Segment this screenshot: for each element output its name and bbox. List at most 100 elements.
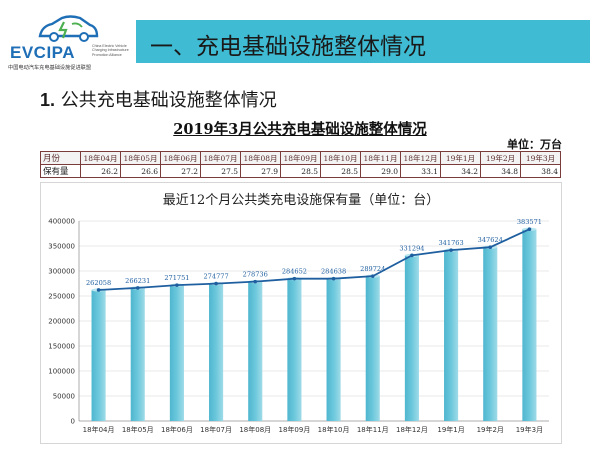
row-label-month: 月份: [40, 151, 81, 165]
x-tick-label: 18年07月: [200, 425, 232, 434]
data-label: 274777: [203, 273, 228, 281]
bar: [444, 250, 459, 421]
month-row: 月份 18年04月 18年05月 18年06月 18年07月 18年08月 18…: [40, 151, 561, 165]
y-tick-label: 300000: [48, 268, 75, 276]
value-cell: 27.2: [160, 164, 201, 178]
bar: [287, 278, 302, 421]
value-cell: 29.0: [360, 164, 401, 178]
summary-table: 月份 18年04月 18年05月 18年06月 18年07月 18年08月 18…: [40, 151, 561, 178]
bar: [130, 287, 145, 421]
trend-point: [292, 276, 297, 281]
table-title: 2019年3月公共充电基础设施整体情况: [173, 121, 427, 138]
x-tick-label: 18年09月: [279, 425, 311, 434]
y-tick-label: 100000: [48, 368, 75, 376]
section-number: 1.: [40, 90, 56, 110]
trend-point: [488, 245, 493, 249]
x-tick-label: 18年08月: [239, 425, 271, 434]
trend-point: [449, 248, 453, 252]
x-tick-label: 19年3月: [516, 425, 543, 434]
data-label: 266231: [125, 277, 150, 285]
bar: [365, 276, 380, 421]
trend-point: [370, 274, 375, 278]
x-tick-label: 18年04月: [83, 425, 115, 434]
trend-point: [410, 253, 414, 258]
section-heading: 1. 公共充电基础设施整体情况: [40, 86, 277, 112]
chart-title: 最近12个月公共类充电设施保有量（单位：台）: [162, 193, 440, 208]
chart-panel: 最近12个月公共类充电设施保有量（单位：台） 0 50000 100000 15000…: [40, 182, 562, 444]
x-tick-label: 18年12月: [396, 425, 428, 434]
trend-point: [214, 281, 218, 286]
bar: [248, 281, 263, 421]
month-cell: 18年05月: [120, 151, 161, 165]
value-cell: 34.2: [440, 164, 481, 178]
bar: [404, 255, 419, 421]
value-cell: 38.4: [520, 164, 561, 178]
month-cell: 18年09月: [280, 151, 321, 165]
month-cell: 19年1月: [440, 151, 481, 165]
month-cell: 18年08月: [240, 151, 281, 165]
bar: [91, 289, 106, 421]
value-cell: 26.6: [120, 164, 161, 178]
month-cell: 18年11月: [360, 151, 401, 165]
trend-point: [527, 227, 532, 232]
logo-english-name: China Electric Vehicle Charging Infrastr…: [92, 44, 129, 57]
page-title: 一、充电基础设施整体情况: [150, 34, 426, 60]
y-tick-label: 150000: [48, 343, 75, 351]
bar-line-chart: 0 50000 100000 150000 200000 250000 300000 3500…: [48, 218, 549, 434]
value-cell: 26.2: [80, 164, 121, 178]
month-cell: 18年06月: [160, 151, 201, 165]
data-label: 262058: [86, 279, 111, 287]
data-label: 271751: [164, 274, 189, 282]
value-cell: 28.5: [320, 164, 361, 178]
data-label: 284652: [282, 268, 307, 276]
trend-line: [98, 228, 530, 291]
month-cell: 18年04月: [80, 151, 121, 165]
y-tick-label: 400000: [48, 218, 75, 226]
data-label: 341763: [438, 239, 463, 247]
month-cell: 18年07月: [200, 151, 241, 165]
y-tick-label: 350000: [48, 243, 75, 251]
y-tick-label: 250000: [48, 293, 75, 301]
month-cell: 19年3月: [520, 151, 561, 165]
bar: [326, 278, 341, 421]
trend-point: [175, 283, 179, 287]
data-label: 284638: [321, 268, 346, 276]
x-tick-label: 18年10月: [318, 425, 350, 434]
value-cell: 27.5: [200, 164, 241, 178]
value-row: 保有量 26.2 26.6 27.2 27.5 27.9 28.5 28.5 2…: [40, 164, 561, 178]
bar: [209, 283, 224, 421]
trend-point: [135, 286, 140, 290]
value-cell: 34.8: [480, 164, 521, 178]
data-label: 278736: [243, 271, 268, 279]
data-label: 289724: [360, 265, 385, 273]
x-tick-label: 18年05月: [122, 425, 154, 434]
trend-point: [331, 276, 336, 281]
value-cell: 27.9: [240, 164, 281, 178]
section-text: 公共充电基础设施整体情况: [60, 90, 277, 111]
logo-brand: EVCIPA: [10, 43, 76, 62]
month-cell: 18年12月: [400, 151, 441, 165]
trend-point: [253, 279, 258, 284]
x-tick-label: 18年11月: [357, 425, 389, 434]
bar: [169, 285, 184, 421]
y-tick-label: 50000: [53, 393, 75, 401]
data-label: 347624: [478, 236, 503, 244]
data-label: 331294: [399, 244, 424, 252]
value-cell: 28.5: [280, 164, 321, 178]
logo-chinese-name: 中国电动汽车充电基础设施促进联盟: [8, 65, 92, 71]
x-tick-label: 19年2月: [477, 425, 504, 434]
value-cell: 33.1: [400, 164, 441, 178]
evcipa-logo: EVCIPA China Electric Vehicle Charging I…: [6, 10, 129, 74]
x-tick-label: 18年06月: [161, 425, 193, 434]
unit-label: 单位：万台: [507, 138, 562, 151]
month-cell: 18年10月: [320, 151, 361, 165]
x-tick-label: 19年1月: [437, 425, 464, 434]
bar: [522, 229, 537, 421]
trend-point: [96, 288, 101, 292]
bar: [483, 247, 498, 421]
y-tick-label: 0: [71, 418, 75, 426]
row-label-count: 保有量: [40, 164, 81, 178]
data-label: 383571: [517, 218, 542, 226]
month-cell: 19年2月: [480, 151, 521, 165]
title-bar: 一、充电基础设施整体情况: [136, 20, 590, 63]
